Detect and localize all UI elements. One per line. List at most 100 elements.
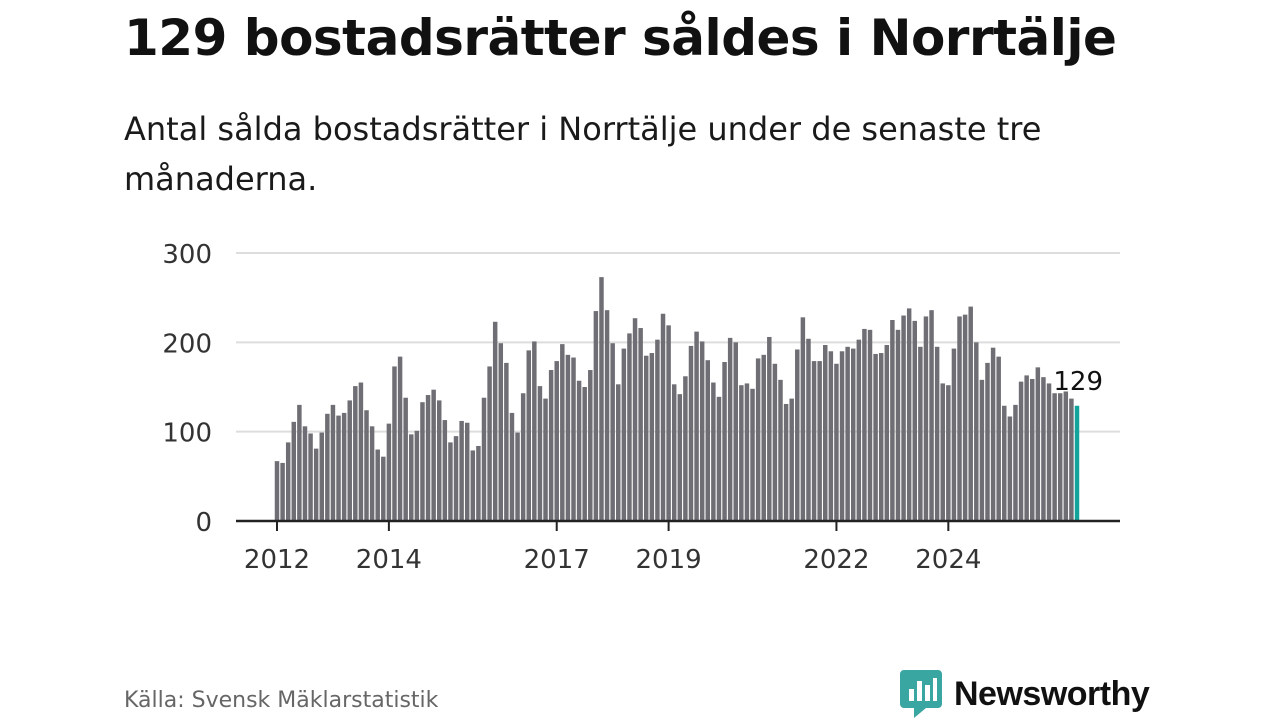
bar-chart-logo-icon xyxy=(900,670,942,718)
bar xyxy=(560,344,565,521)
bar xyxy=(772,363,778,521)
bar xyxy=(576,380,582,521)
x-tick-label: 2022 xyxy=(803,545,869,575)
bar xyxy=(699,341,705,521)
bar xyxy=(962,314,968,521)
bar xyxy=(901,315,906,521)
bar xyxy=(817,361,822,521)
x-tick-label: 2014 xyxy=(356,545,422,575)
bar xyxy=(610,343,615,521)
bar xyxy=(548,370,554,521)
bar xyxy=(627,333,632,521)
bar xyxy=(957,316,962,521)
bar xyxy=(929,310,934,521)
bar xyxy=(811,361,817,521)
bar xyxy=(537,386,543,521)
bar xyxy=(509,412,515,521)
bar xyxy=(448,442,453,521)
bar-chart: 0 100 200 300 2012 2014 2017 2019 2022 2024 129 xyxy=(162,240,1120,575)
bar xyxy=(319,432,324,521)
x-tick-label: 2019 xyxy=(636,545,702,575)
bar xyxy=(767,336,772,521)
bar xyxy=(498,343,504,521)
bar xyxy=(487,366,492,521)
bar xyxy=(347,400,352,521)
bar xyxy=(660,313,666,521)
bar xyxy=(1024,375,1029,521)
bar xyxy=(397,356,403,521)
bar xyxy=(526,350,531,521)
bars xyxy=(274,277,1080,521)
bar-highlight xyxy=(1074,405,1080,521)
axes: 0 100 200 300 2012 2014 2017 2019 2022 2024 xyxy=(162,240,1120,575)
bar xyxy=(459,420,464,521)
bar xyxy=(671,384,677,521)
bar xyxy=(800,317,806,521)
bar xyxy=(856,339,862,521)
y-tick-label: 0 xyxy=(195,508,212,538)
bar xyxy=(823,345,828,521)
bar xyxy=(890,320,895,521)
bar xyxy=(1069,398,1074,521)
bar xyxy=(761,354,766,521)
bar xyxy=(420,402,425,521)
bar xyxy=(727,337,733,521)
bar xyxy=(409,434,414,521)
bar xyxy=(750,388,755,521)
bar xyxy=(571,357,576,521)
bar xyxy=(358,382,364,521)
bar xyxy=(934,346,940,521)
bar xyxy=(604,310,610,521)
bar xyxy=(515,432,520,521)
bar xyxy=(504,362,509,521)
bar xyxy=(834,363,839,521)
bar xyxy=(996,356,1001,521)
bar xyxy=(1007,416,1013,521)
bar xyxy=(425,395,431,521)
bar xyxy=(632,318,638,521)
bar xyxy=(593,311,599,521)
data-label-latest: 129 xyxy=(1053,367,1103,397)
y-tick-label: 100 xyxy=(162,419,212,449)
chart-title: 129 bostadsrätter såldes i Norrtälje xyxy=(124,9,1117,67)
bar xyxy=(895,329,901,521)
bar xyxy=(532,341,537,521)
bar xyxy=(867,329,873,521)
y-tick-label: 200 xyxy=(162,329,212,359)
bar xyxy=(1002,405,1007,521)
bar xyxy=(638,328,643,521)
bar xyxy=(492,321,498,521)
bar xyxy=(464,422,470,521)
bar xyxy=(677,394,683,521)
data-labels: 129 xyxy=(1053,367,1103,397)
bar xyxy=(341,412,347,521)
chart-subtitle: Antal sålda bostadsrätter i Norrtälje un… xyxy=(124,110,1042,198)
bar xyxy=(520,393,526,521)
brand-logo: Newsworthy xyxy=(900,670,1150,718)
bar xyxy=(1030,378,1035,521)
bar xyxy=(946,385,951,521)
bar xyxy=(806,338,811,521)
bar xyxy=(974,342,979,521)
bar xyxy=(643,355,649,521)
brand-name: Newsworthy xyxy=(954,674,1150,713)
bar xyxy=(330,404,336,521)
bar xyxy=(789,398,794,521)
bar xyxy=(291,421,297,521)
bar xyxy=(906,308,912,521)
bar xyxy=(778,379,783,521)
bar xyxy=(968,306,973,521)
bar xyxy=(442,420,448,521)
bar xyxy=(308,433,313,521)
bar xyxy=(1046,383,1052,521)
bar xyxy=(353,386,358,521)
bar xyxy=(655,339,660,521)
bar xyxy=(862,328,867,521)
bar xyxy=(1052,393,1057,521)
bar xyxy=(783,403,789,521)
bar xyxy=(688,345,694,521)
bar xyxy=(683,376,688,521)
bar xyxy=(297,404,302,521)
bar xyxy=(755,358,761,521)
x-tick-label: 2012 xyxy=(244,545,310,575)
